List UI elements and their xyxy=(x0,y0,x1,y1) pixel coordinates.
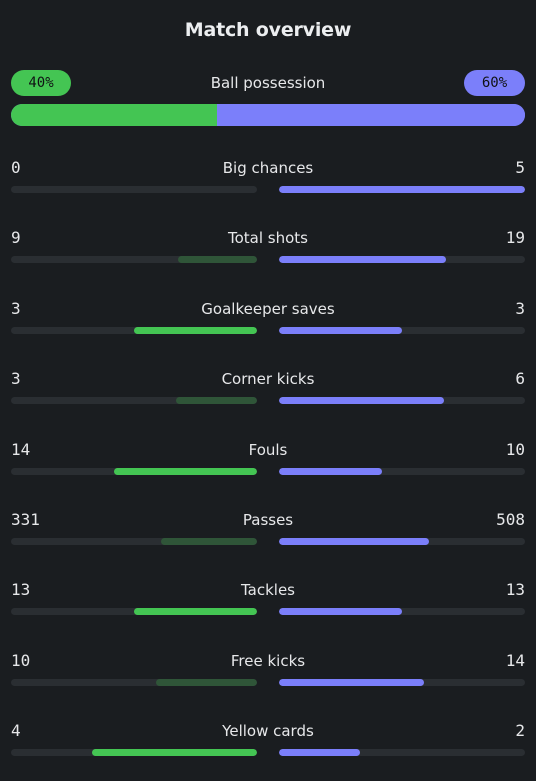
away-value: 508 xyxy=(496,510,525,529)
stat-bars xyxy=(11,538,525,545)
home-value: 3 xyxy=(11,369,21,388)
stat-row: 14 Fouls 10 xyxy=(11,440,525,480)
home-bar-fill xyxy=(134,327,257,334)
stat-name: Total shots xyxy=(228,229,308,247)
away-bar-fill xyxy=(279,749,361,756)
home-bar-fill xyxy=(156,679,257,686)
home-value: 4 xyxy=(11,721,21,740)
away-bar-fill xyxy=(279,327,402,334)
home-possession-fill xyxy=(11,104,217,126)
stat-name: Passes xyxy=(242,511,294,529)
home-value: 13 xyxy=(11,580,31,599)
home-bar-fill xyxy=(114,468,257,475)
home-bar-track xyxy=(11,397,257,404)
stat-bars xyxy=(11,468,525,475)
away-bar-fill xyxy=(279,608,402,615)
away-bar-fill xyxy=(279,256,447,263)
stat-bars xyxy=(11,608,525,615)
possession-header: 40% Ball possession 60% xyxy=(11,70,525,96)
stat-bars xyxy=(11,327,525,334)
possession-bar xyxy=(11,104,525,126)
stat-bars xyxy=(11,256,525,263)
stat-row: 3 Corner kicks 6 xyxy=(11,369,525,409)
away-value: 5 xyxy=(515,158,525,177)
stat-name: Yellow cards xyxy=(222,722,314,740)
away-value: 6 xyxy=(515,369,525,388)
possession-label: Ball possession xyxy=(210,74,326,92)
away-possession-fill xyxy=(216,104,525,126)
home-value: 0 xyxy=(11,158,21,177)
home-possession-badge: 40% xyxy=(11,70,71,96)
away-bar-track xyxy=(279,749,525,756)
stat-row: 10 Free kicks 14 xyxy=(11,651,525,691)
stat-row: 3 Goalkeeper saves 3 xyxy=(11,299,525,339)
away-possession-badge: 60% xyxy=(464,70,525,96)
stat-row: 13 Tackles 13 xyxy=(11,580,525,620)
home-bar-track xyxy=(11,608,257,615)
home-bar-fill xyxy=(92,749,257,756)
away-value: 13 xyxy=(505,580,525,599)
away-value: 3 xyxy=(515,299,525,318)
stat-bars xyxy=(11,397,525,404)
stat-name: Free kicks xyxy=(230,652,306,670)
home-bar-fill xyxy=(175,397,257,404)
stat-bars xyxy=(11,679,525,686)
away-bar-fill xyxy=(279,468,383,475)
stat-name: Big chances xyxy=(222,159,314,177)
home-bar-fill xyxy=(134,608,257,615)
stat-name: Tackles xyxy=(240,581,296,599)
stat-row: 4 Yellow cards 2 xyxy=(11,721,525,761)
away-value: 2 xyxy=(515,721,525,740)
home-value: 331 xyxy=(11,510,40,529)
home-value: 14 xyxy=(11,440,31,459)
away-bar-track xyxy=(279,397,525,404)
away-bar-track xyxy=(279,468,525,475)
home-bar-track xyxy=(11,749,257,756)
home-bar-track xyxy=(11,468,257,475)
home-bar-track xyxy=(11,679,257,686)
home-bar-fill xyxy=(161,538,257,545)
away-bar-track xyxy=(279,256,525,263)
away-bar-track xyxy=(279,327,525,334)
away-bar-track xyxy=(279,186,525,193)
stat-name: Goalkeeper saves xyxy=(201,300,335,318)
away-bar-fill xyxy=(279,679,425,686)
away-value: 10 xyxy=(505,440,525,459)
away-value: 14 xyxy=(505,651,525,670)
away-bar-track xyxy=(279,608,525,615)
home-bar-track xyxy=(11,186,257,193)
stat-bars xyxy=(11,186,525,193)
home-value: 10 xyxy=(11,651,31,670)
home-bar-track xyxy=(11,538,257,545)
stat-bars xyxy=(11,749,525,756)
stat-row: 331 Passes 508 xyxy=(11,510,525,550)
home-bar-fill xyxy=(178,256,257,263)
stat-name: Corner kicks xyxy=(221,370,315,388)
home-value: 3 xyxy=(11,299,21,318)
stat-row: 9 Total shots 19 xyxy=(11,228,525,268)
away-bar-track xyxy=(279,538,525,545)
away-bar-track xyxy=(279,679,525,686)
home-bar-track xyxy=(11,327,257,334)
home-value: 9 xyxy=(11,228,21,247)
home-bar-track xyxy=(11,256,257,263)
away-value: 19 xyxy=(505,228,525,247)
stat-row: 0 Big chances 5 xyxy=(11,158,525,198)
away-bar-fill xyxy=(279,397,444,404)
away-bar-fill xyxy=(279,186,525,193)
away-bar-fill xyxy=(279,538,430,545)
stat-name: Fouls xyxy=(248,441,288,459)
page-title: Match overview xyxy=(184,19,352,41)
